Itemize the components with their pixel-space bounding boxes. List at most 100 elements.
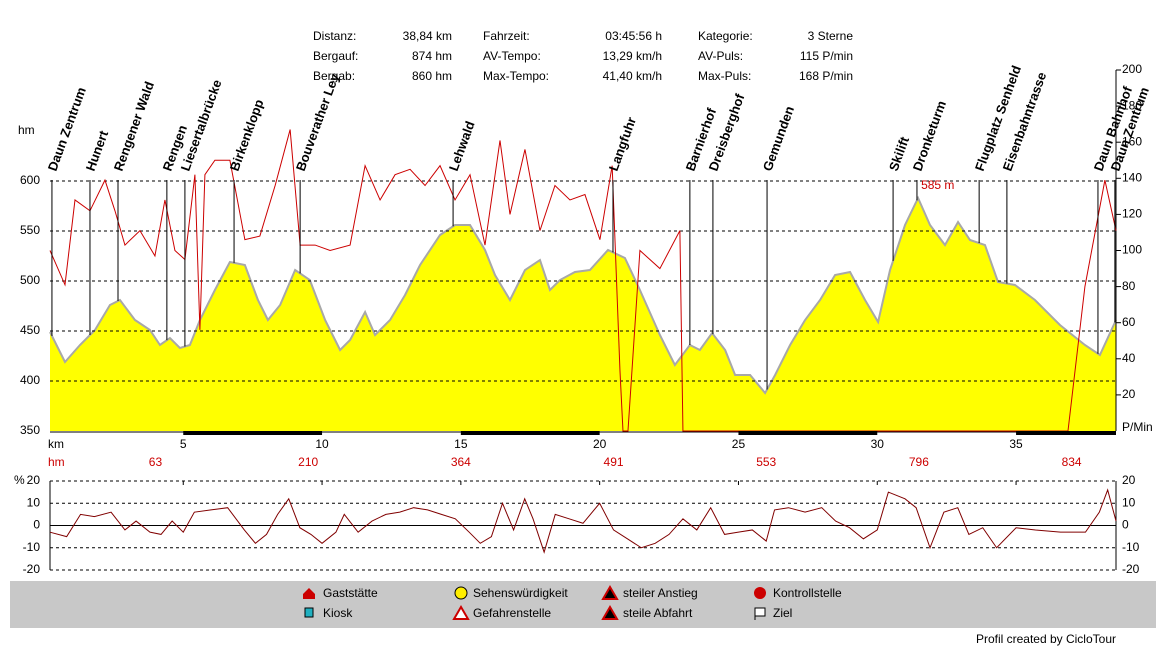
stat-label: AV-Puls:: [698, 49, 743, 63]
y2-tick-label: 160: [1122, 134, 1142, 148]
waypoint-label: Bouverather Ley: [293, 71, 342, 173]
climb-value: 491: [604, 455, 624, 469]
legend-label: Gaststätte: [323, 586, 378, 600]
waypoint-label: Dreisberghof: [706, 91, 748, 173]
stat-label: Max-Tempo:: [483, 69, 549, 83]
y-axis-label: %: [14, 473, 25, 487]
icon-control: [754, 587, 766, 599]
stat-value: 38,84 km: [403, 29, 452, 43]
y-tick-label: 350: [20, 423, 40, 437]
area-fill: [50, 198, 1116, 431]
climb-label: hm: [48, 455, 65, 469]
x-axis-label: km: [48, 437, 64, 451]
stat-label: Bergauf:: [313, 49, 358, 63]
x-tick-label: 15: [454, 437, 468, 451]
legend-label: steiler Anstieg: [623, 586, 698, 600]
stat-value: 115 P/min: [800, 49, 853, 63]
x-tick-label: 25: [732, 437, 746, 451]
y-tick-label: 20: [27, 473, 41, 487]
y2-tick-label: 100: [1122, 243, 1142, 257]
y-tick-label: 10: [27, 495, 41, 509]
x-tick-label: 30: [871, 437, 885, 451]
icon-sight: [454, 586, 468, 600]
legend-icons: [303, 585, 766, 620]
km-segment: [738, 431, 878, 435]
climb-value: 553: [756, 455, 776, 469]
y2-tick-label: 200: [1122, 62, 1142, 76]
legend-label: Sehenswürdigkeit: [473, 586, 568, 600]
stat-value: 41,40 km/h: [603, 69, 662, 83]
stat-label: AV-Tempo:: [483, 49, 541, 63]
waypoint-label: Birkenklopp: [227, 97, 267, 173]
legend-label: steile Abfahrt: [623, 606, 693, 620]
y2-tick-label: 120: [1122, 207, 1142, 221]
icon-finish: [754, 607, 766, 620]
stat-value: 13,29 km/h: [603, 49, 662, 63]
waypoint-label: Langfuhr: [606, 115, 639, 173]
y2-tick-label: 80: [1122, 279, 1136, 293]
icon-danger: [452, 605, 470, 620]
km-segment: [460, 431, 600, 435]
y2-tick-label: 180: [1122, 98, 1142, 112]
climb-value: 210: [298, 455, 318, 469]
stat-value: 168 P/min: [799, 69, 853, 83]
x-tick-label: 35: [1009, 437, 1023, 451]
y-tick-label: 600: [20, 173, 40, 187]
y2-tick-label: 20: [1122, 473, 1136, 487]
y-tick-label: -20: [23, 562, 41, 576]
y2-tick-label: 10: [1122, 495, 1136, 509]
stat-label: Distanz:: [313, 29, 356, 43]
km-segment: [183, 431, 323, 435]
legend-label: Ziel: [773, 606, 792, 620]
waypoint-label: Hunert: [83, 128, 112, 173]
elevation-line: [49, 195, 1117, 395]
y-tick-label: 400: [20, 373, 40, 387]
climb-value: 796: [909, 455, 929, 469]
stat-value: 860 hm: [412, 69, 452, 83]
y2-tick-label: 20: [1122, 387, 1136, 401]
stat-label: Max-Puls:: [698, 69, 751, 83]
stat-label: Kategorie:: [698, 29, 753, 43]
y-tick-label: 500: [20, 273, 40, 287]
credit: Profil created by CicloTour: [976, 632, 1116, 646]
climb-value: 364: [451, 455, 471, 469]
climb-value: 63: [149, 455, 163, 469]
climb-value: 834: [1062, 455, 1082, 469]
x-tick-label: 20: [593, 437, 607, 451]
y-tick-label: -10: [23, 540, 41, 554]
icon-kiosk: [304, 607, 314, 618]
y-axis-label: hm: [18, 123, 35, 137]
y-tick-label: 450: [20, 323, 40, 337]
waypoint-label: Daun Zentrum: [45, 85, 89, 173]
km-segment: [1016, 431, 1116, 435]
heart-rate-line: [49, 129, 1117, 432]
y2-tick-label: 40: [1122, 351, 1136, 365]
legend-label: Kontrollstelle: [773, 586, 842, 600]
stat-value: 03:45:56 h: [605, 29, 662, 43]
legend-label: Kiosk: [323, 606, 353, 620]
stat-value: 3 Sterne: [808, 29, 854, 43]
stat-label: Fahrzeit:: [483, 29, 530, 43]
y2-tick-label: 140: [1122, 170, 1142, 184]
y2-tick-label: -10: [1122, 540, 1140, 554]
waypoint-label: Rengener Wald: [111, 79, 157, 173]
x-tick-label: 5: [180, 437, 187, 451]
y2-axis-label: P/Min: [1122, 420, 1153, 434]
legend-panel: [10, 581, 1156, 628]
y2-tick-label: -20: [1122, 562, 1140, 576]
y-tick-label: 550: [20, 223, 40, 237]
y-tick-label: 0: [33, 518, 40, 532]
icon-descent: [601, 605, 619, 620]
legend-label: Gefahrenstelle: [473, 606, 551, 620]
y2-tick-label: 0: [1122, 518, 1129, 532]
stat-value: 874 hm: [412, 49, 452, 63]
icon-climb: [601, 585, 619, 600]
waypoint-label: Skilift: [886, 134, 912, 173]
annotation: 585 m: [921, 178, 954, 192]
stat-label: Bergab:: [313, 69, 355, 83]
gradient-line: [49, 488, 1117, 554]
waypoint-label: Lehwald: [446, 119, 478, 173]
waypoint-label: Liesertalbrücke: [178, 78, 225, 173]
waypoint-label: Dronketurm: [910, 99, 949, 173]
